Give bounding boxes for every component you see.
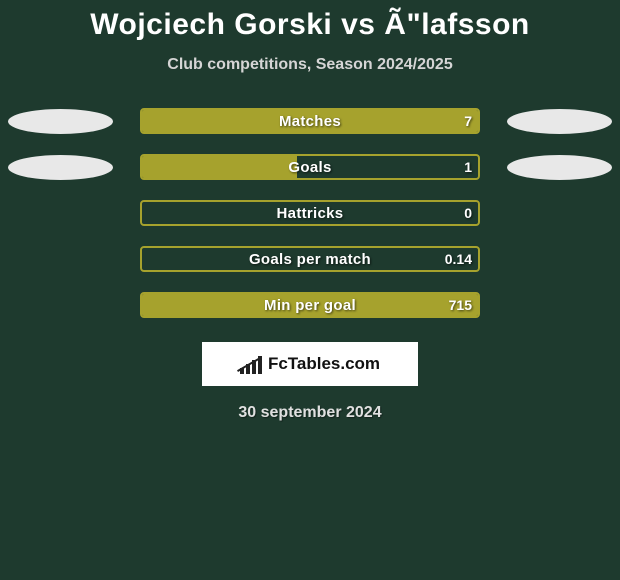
- stat-bar: Min per goal715: [140, 292, 480, 318]
- stat-row: Matches7: [0, 98, 620, 144]
- stat-value: 1: [464, 156, 472, 178]
- stat-label: Min per goal: [142, 294, 478, 316]
- stat-label: Hattricks: [142, 202, 478, 224]
- chart-icon: [240, 354, 262, 374]
- stat-value: 0: [464, 202, 472, 224]
- player-left-marker: [8, 109, 113, 134]
- stat-value: 715: [449, 294, 472, 316]
- stat-value: 0.14: [445, 248, 472, 270]
- stat-row: Hattricks0: [0, 190, 620, 236]
- comparison-card: Wojciech Gorski vs Ã"lafsson Club compet…: [0, 0, 620, 422]
- stat-rows: Matches7Goals1Hattricks0Goals per match0…: [0, 98, 620, 328]
- stat-bar: Matches7: [140, 108, 480, 134]
- stat-row: Goals per match0.14: [0, 236, 620, 282]
- stat-label: Goals per match: [142, 248, 478, 270]
- stat-label: Goals: [142, 156, 478, 178]
- player-right-marker: [507, 155, 612, 180]
- stat-row: Goals1: [0, 144, 620, 190]
- logo-text: FcTables.com: [268, 354, 380, 374]
- stat-row: Min per goal715: [0, 282, 620, 328]
- stat-bar: Hattricks0: [140, 200, 480, 226]
- subtitle: Club competitions, Season 2024/2025: [0, 56, 620, 74]
- stat-label: Matches: [142, 110, 478, 132]
- stat-bar: Goals per match0.14: [140, 246, 480, 272]
- player-right-marker: [507, 109, 612, 134]
- snapshot-date: 30 september 2024: [0, 404, 620, 422]
- fctables-logo[interactable]: FcTables.com: [202, 342, 418, 386]
- page-title: Wojciech Gorski vs Ã"lafsson: [0, 8, 620, 42]
- stat-value: 7: [464, 110, 472, 132]
- player-left-marker: [8, 155, 113, 180]
- stat-bar: Goals1: [140, 154, 480, 180]
